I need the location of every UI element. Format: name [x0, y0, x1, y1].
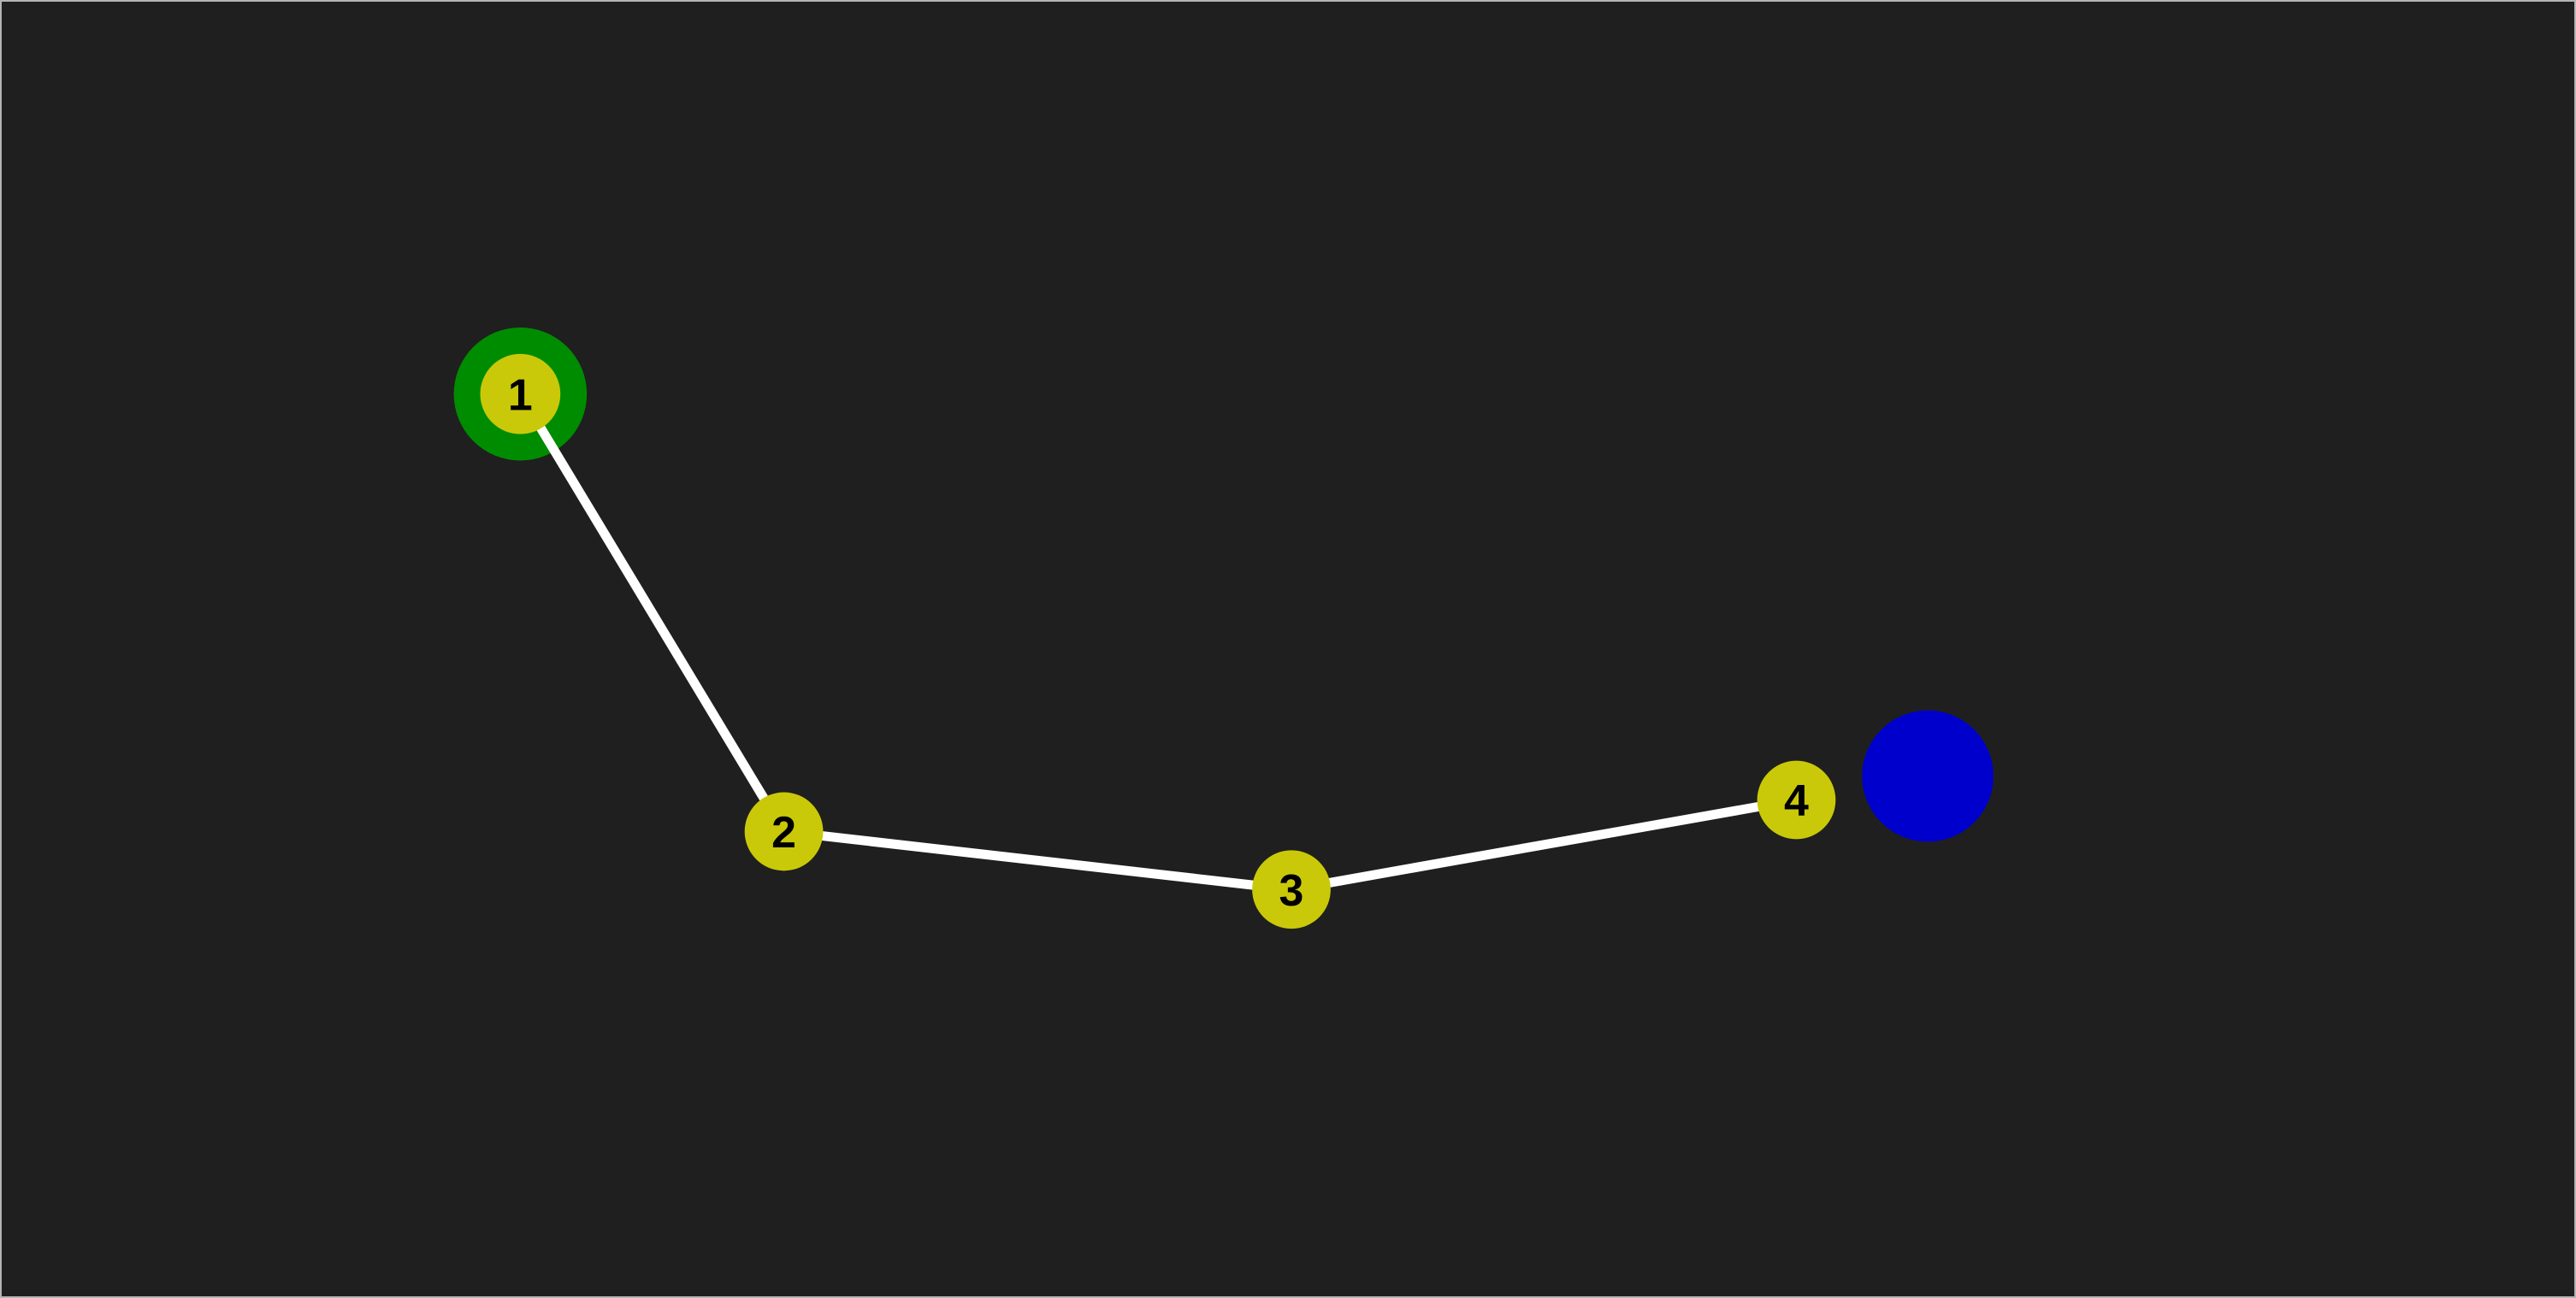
waypoint-label-1: 1 [508, 369, 533, 419]
waypoint-label-2: 2 [771, 807, 796, 857]
path-edge-3-4 [1286, 795, 1801, 894]
path-edge-2-3 [779, 826, 1297, 894]
path-edge-1-2 [515, 389, 789, 836]
waypoint-node-4[interactable] [1757, 760, 1836, 840]
waypoint-node-3[interactable] [1252, 850, 1331, 929]
waypoint-label-3: 3 [1279, 865, 1304, 915]
waypoint-node-1[interactable] [480, 353, 561, 434]
target-circle[interactable] [1862, 710, 1994, 842]
waypoint-node-2[interactable] [744, 792, 824, 871]
waypoint-label-4: 4 [1784, 776, 1809, 825]
